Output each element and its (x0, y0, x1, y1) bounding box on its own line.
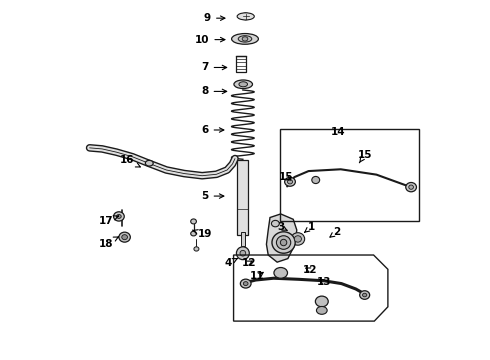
Text: 7: 7 (201, 63, 227, 72)
Ellipse shape (276, 236, 291, 249)
Text: 13: 13 (317, 277, 331, 287)
Ellipse shape (409, 185, 414, 189)
Ellipse shape (294, 236, 301, 242)
Ellipse shape (271, 220, 279, 227)
Text: 3: 3 (277, 222, 287, 232)
Text: 18: 18 (98, 237, 119, 249)
Text: 11: 11 (250, 271, 265, 282)
Ellipse shape (191, 231, 196, 236)
Ellipse shape (244, 282, 248, 285)
Text: 2: 2 (330, 227, 341, 237)
Text: 19: 19 (193, 229, 212, 239)
Ellipse shape (234, 80, 252, 89)
Ellipse shape (360, 291, 369, 299)
Ellipse shape (317, 306, 327, 314)
Ellipse shape (122, 235, 127, 240)
Text: 9: 9 (204, 13, 225, 23)
Text: 14: 14 (331, 127, 345, 137)
Ellipse shape (280, 239, 287, 246)
Ellipse shape (363, 293, 367, 297)
Text: 4: 4 (224, 258, 237, 268)
Bar (241, 232, 245, 246)
Ellipse shape (194, 247, 199, 251)
Text: 16: 16 (120, 156, 140, 167)
Ellipse shape (316, 296, 328, 307)
Text: 17: 17 (98, 216, 119, 226)
Text: 12: 12 (303, 265, 317, 275)
Text: 10: 10 (195, 35, 225, 45)
Ellipse shape (119, 232, 130, 242)
Text: 6: 6 (201, 125, 224, 135)
Ellipse shape (272, 232, 295, 253)
Ellipse shape (114, 212, 124, 221)
Ellipse shape (285, 177, 295, 186)
Ellipse shape (406, 183, 416, 192)
Text: 5: 5 (201, 191, 224, 201)
Polygon shape (240, 13, 252, 20)
Bar (280, 129, 418, 221)
Circle shape (237, 247, 249, 260)
Bar (238, 160, 248, 235)
Ellipse shape (312, 176, 319, 184)
Ellipse shape (239, 82, 247, 87)
Ellipse shape (242, 37, 248, 41)
Ellipse shape (288, 180, 293, 184)
Ellipse shape (241, 279, 251, 288)
Ellipse shape (117, 215, 121, 219)
Ellipse shape (232, 33, 258, 44)
Text: 1: 1 (305, 222, 315, 233)
Ellipse shape (237, 13, 254, 20)
Text: 15: 15 (357, 150, 372, 163)
Text: 8: 8 (201, 86, 227, 96)
Ellipse shape (274, 267, 288, 278)
Ellipse shape (146, 160, 153, 166)
Ellipse shape (291, 233, 305, 245)
Ellipse shape (191, 219, 196, 224)
Text: 12: 12 (241, 258, 256, 268)
Circle shape (240, 250, 245, 256)
Polygon shape (267, 214, 297, 262)
Bar (237, 56, 246, 72)
Text: 15: 15 (279, 172, 294, 183)
Ellipse shape (238, 36, 252, 42)
